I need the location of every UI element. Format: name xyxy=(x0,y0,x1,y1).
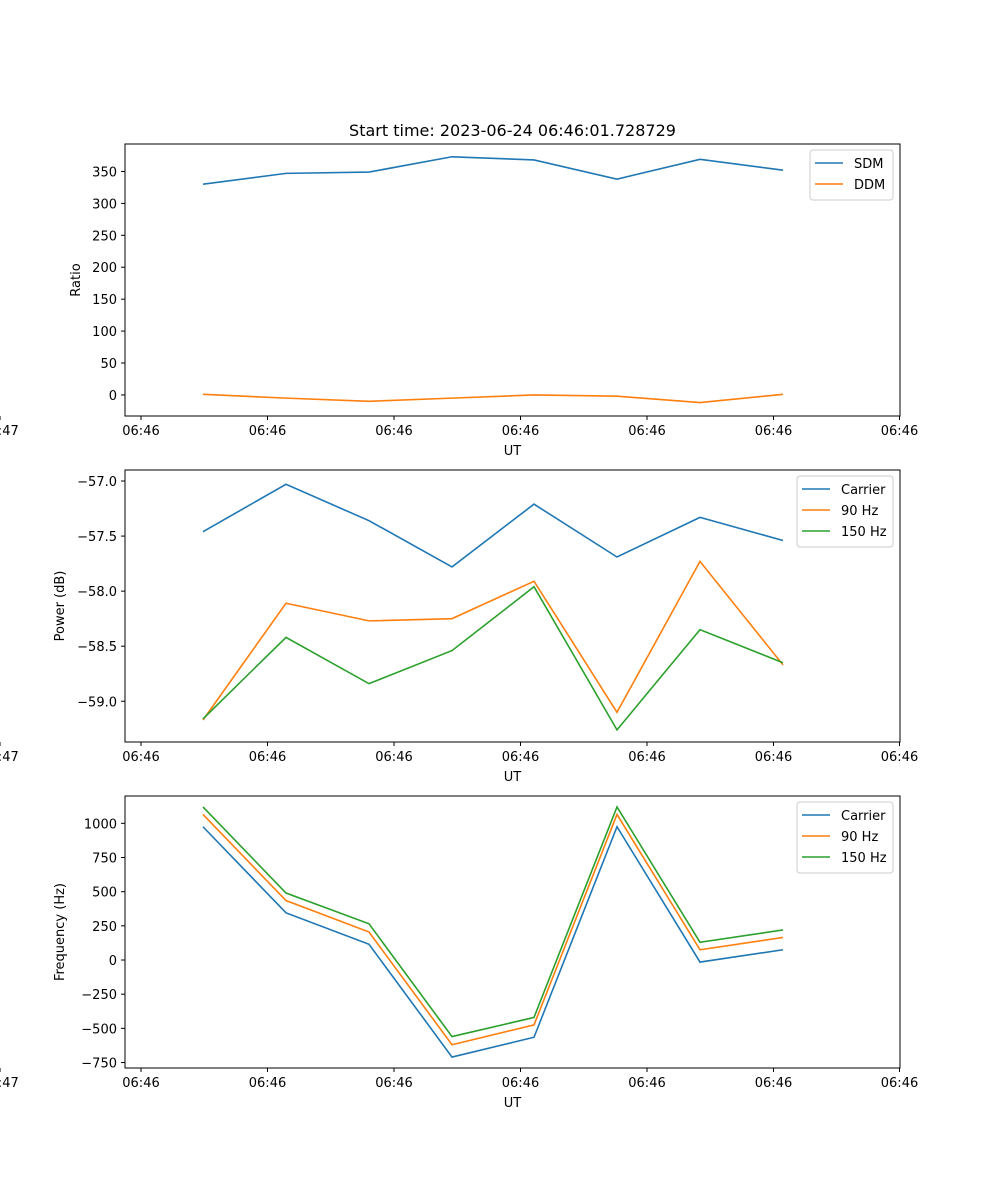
x-tick-label: 06:46 xyxy=(122,750,159,765)
x-tick-label: 06:46 xyxy=(249,1076,286,1091)
legend-label: 90 Hz xyxy=(841,830,878,845)
y-tick-label: 0 xyxy=(109,954,117,969)
frequency-y-axis-label: Frequency (Hz) xyxy=(53,883,68,981)
x-tick-label: 06:46 xyxy=(628,750,665,765)
x-tick-label: 06:47 xyxy=(0,1076,19,1091)
x-tick-label: 06:47 xyxy=(0,750,19,765)
x-tick-label: 06:46 xyxy=(628,424,665,439)
x-tick-label: 06:47 xyxy=(0,424,19,439)
y-tick-label: 250 xyxy=(92,229,117,244)
figure-title: Start time: 2023-06-24 06:46:01.728729 xyxy=(349,121,676,140)
y-tick-label: 350 xyxy=(92,165,117,180)
y-tick-label: 750 xyxy=(92,852,117,867)
y-tick-label: −57.5 xyxy=(77,530,117,545)
ratio-subplot: 06:46 06:46 06:46 06:46 06:46 06:46 06:46 06:47… xyxy=(0,143,918,459)
y-tick-label: −750 xyxy=(81,1057,117,1072)
y-tick-label: −57.0 xyxy=(77,475,117,490)
legend-label: 150 Hz xyxy=(841,851,887,866)
legend-label: 150 Hz xyxy=(841,525,887,540)
y-tick-label: 200 xyxy=(92,261,117,276)
legend-label: DDM xyxy=(854,178,885,193)
x-tick-label: 06:46 xyxy=(502,750,539,765)
ratio-series-sdm xyxy=(202,155,784,186)
x-tick-label: 06:46 xyxy=(502,1076,539,1091)
frequency-x-axis-label: UT xyxy=(504,1096,522,1111)
y-tick-label: −58.0 xyxy=(77,585,117,600)
y-tick-label: 300 xyxy=(92,197,117,212)
legend-label: 90 Hz xyxy=(841,504,878,519)
y-tick-label: 1000 xyxy=(84,817,117,832)
y-tick-label: −500 xyxy=(81,1022,117,1037)
x-tick-label: 06:46 xyxy=(375,424,412,439)
y-tick-label: −59.0 xyxy=(77,695,117,710)
ratio-series-ddm xyxy=(202,393,784,404)
x-tick-label: 06:46 xyxy=(122,424,159,439)
y-tick-label: 250 xyxy=(92,920,117,935)
y-tick-label: −250 xyxy=(81,988,117,1003)
y-tick-label: −58.5 xyxy=(77,640,117,655)
x-tick-label: 06:46 xyxy=(755,424,792,439)
x-tick-label: 06:46 xyxy=(502,424,539,439)
power-y-axis-label: Power (dB) xyxy=(53,571,68,642)
frequency-series-90-hz xyxy=(202,812,784,1046)
x-tick-label: 06:46 xyxy=(755,1076,792,1091)
ratio-x-axis-label: UT xyxy=(504,444,522,459)
power-axes-frame xyxy=(124,469,901,743)
frequency-series-150-hz xyxy=(202,805,784,1038)
x-tick-label: 06:46 xyxy=(122,1076,159,1091)
legend-label: Carrier xyxy=(841,483,886,498)
power-x-axis-label: UT xyxy=(504,770,522,785)
x-tick-label: 06:46 xyxy=(628,1076,665,1091)
power-legend xyxy=(796,475,894,548)
x-tick-label: 06:46 xyxy=(755,750,792,765)
legend-label: Carrier xyxy=(841,809,886,824)
frequency-axes-frame xyxy=(124,795,901,1069)
y-tick-label: 500 xyxy=(92,886,117,901)
y-tick-label: 100 xyxy=(92,325,117,340)
ratio-axes-frame xyxy=(124,143,901,417)
x-tick-label: 06:46 xyxy=(249,424,286,439)
x-tick-label: 06:46 xyxy=(881,750,918,765)
x-tick-label: 06:46 xyxy=(375,1076,412,1091)
y-tick-label: 50 xyxy=(100,357,117,372)
x-tick-label: 06:46 xyxy=(881,1076,918,1091)
power-series-150-hz xyxy=(202,585,784,732)
power-subplot: 06:46 06:46 06:46 06:46 06:46 06:46 06:46 06:47… xyxy=(0,469,918,785)
frequency-subplot: 06:46 06:46 06:46 06:46 06:46 06:46 06:46 06:47… xyxy=(0,795,918,1111)
x-tick-label: 06:46 xyxy=(375,750,412,765)
x-tick-label: 06:46 xyxy=(881,424,918,439)
power-series-carrier xyxy=(202,483,784,568)
x-tick-label: 06:46 xyxy=(249,750,286,765)
frequency-legend xyxy=(796,801,894,874)
y-tick-label: 150 xyxy=(92,293,117,308)
frequency-series-carrier xyxy=(202,824,784,1058)
y-tick-label: 0 xyxy=(109,389,117,404)
power-series-90-hz xyxy=(202,559,784,721)
ratio-y-axis-label: Ratio xyxy=(69,263,84,296)
legend-label: SDM xyxy=(854,157,883,172)
